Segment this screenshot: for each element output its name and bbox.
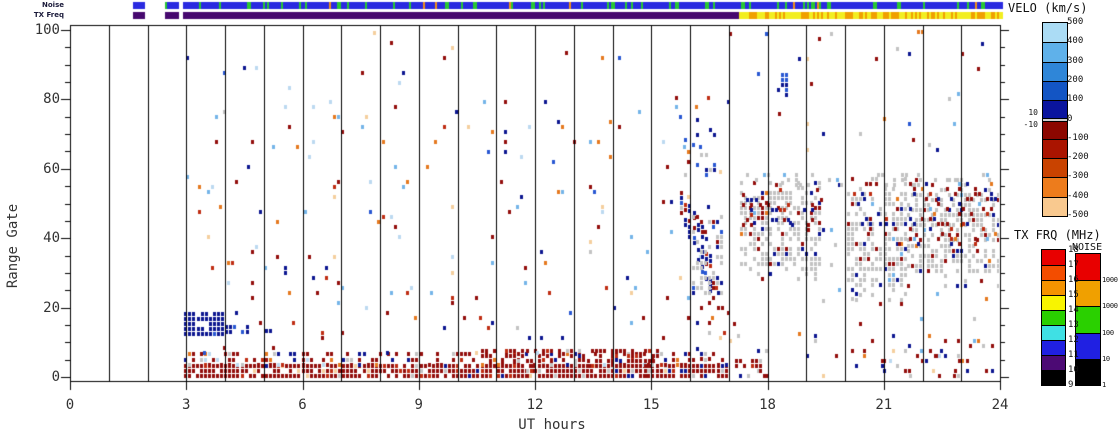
- x-tick-label: 24: [991, 397, 1009, 413]
- velo-colorbar-label: -400: [1067, 191, 1089, 201]
- noise-colorbar: [1075, 253, 1101, 386]
- colorbar-segment: [1042, 280, 1065, 295]
- colorbar-segment: [1042, 325, 1065, 340]
- colorbar-segment: [1042, 310, 1065, 325]
- noise-strip-label: Noise: [42, 1, 64, 9]
- txfrq-colorbar-label: 14: [1068, 305, 1079, 315]
- noise-colorbar-title: NOISE: [1072, 242, 1103, 253]
- colorbar-segment: [1043, 177, 1067, 197]
- colorbar-segment: [1076, 306, 1100, 333]
- velo-colorbar-label: 400: [1067, 36, 1084, 46]
- colorbar-segment: [1042, 340, 1065, 355]
- velo-colorbar-label: 100: [1067, 94, 1084, 104]
- colorbar-segment: [1042, 355, 1065, 370]
- noise-colorbar-label: 10: [1102, 355, 1110, 363]
- txfrq-colorbar-label: 11: [1068, 350, 1079, 360]
- txfrq-colorbar-label: 9: [1068, 380, 1074, 390]
- colorbar-segment: [1043, 121, 1067, 139]
- y-tick-label: 80: [43, 91, 60, 108]
- colorbar-segment: [1043, 42, 1067, 62]
- x-tick-label: 18: [759, 397, 776, 413]
- y-tick-label: 100: [34, 22, 60, 38]
- x-tick-label: 15: [642, 397, 660, 413]
- colorbar-segment: [1042, 250, 1065, 265]
- noise-colorbar-label: 1: [1102, 381, 1106, 389]
- txfrq-colorbar-title: TX FRQ (MHz): [1014, 228, 1101, 242]
- colorbar-segment: [1042, 265, 1065, 280]
- velo-colorbar-label: 200: [1067, 75, 1084, 85]
- txfrq-colorbar: [1041, 249, 1066, 386]
- x-tick-label: 0: [65, 397, 75, 413]
- colorbar-segment: [1076, 333, 1100, 359]
- txfrq-colorbar-label: 18: [1068, 245, 1079, 255]
- y-tick-label: 20: [43, 299, 60, 316]
- colorbar-segment: [1043, 100, 1067, 118]
- velo-colorbar-label: 300: [1067, 56, 1084, 66]
- x-tick-label: 9: [414, 397, 423, 413]
- velo-colorbar: [1042, 22, 1068, 217]
- y-tick-label: 40: [43, 230, 60, 247]
- colorbar-segment: [1042, 295, 1065, 310]
- x-tick-label: 21: [875, 397, 893, 413]
- velo-pos10-label: 10: [1028, 108, 1038, 117]
- tx-freq-strip-label: TX Freq: [33, 11, 64, 19]
- x-tick-label: 6: [298, 397, 307, 413]
- noise-colorbar-label: 100: [1102, 329, 1114, 337]
- colorbar-segment: [1043, 197, 1067, 216]
- colorbar-segment: [1043, 23, 1067, 42]
- txfrq-colorbar-label: 16: [1068, 275, 1079, 285]
- colorbar-segment: [1043, 81, 1067, 100]
- noise-colorbar-label: 10000: [1102, 276, 1118, 284]
- velo-colorbar-label: 0: [1067, 114, 1073, 124]
- noise-colorbar-label: 1000: [1102, 302, 1118, 310]
- velo-colorbar-title: VELO (km/s): [1008, 1, 1088, 15]
- x-tick-label: 12: [526, 397, 544, 413]
- velo-colorbar-label: 500: [1067, 17, 1084, 27]
- colorbar-segment: [1076, 254, 1100, 280]
- colorbar-segment: [1043, 118, 1067, 121]
- colorbar-segment: [1043, 62, 1067, 81]
- y-tick-label: 60: [43, 160, 60, 177]
- x-tick-label: 3: [182, 397, 191, 413]
- txfrq-colorbar-label: 15: [1068, 290, 1079, 300]
- x-axis-title: UT hours: [518, 417, 586, 433]
- txfrq-colorbar-label: 17: [1068, 260, 1079, 270]
- velo-colorbar-label: -100: [1067, 133, 1089, 143]
- colorbar-segment: [1076, 359, 1100, 385]
- txfrq-colorbar-label: 10: [1068, 365, 1079, 375]
- colorbar-segment: [1043, 139, 1067, 158]
- colorbar-segment: [1076, 280, 1100, 306]
- txfrq-colorbar-label: 13: [1068, 320, 1079, 330]
- velo-colorbar-label: -200: [1067, 152, 1089, 162]
- velo-colorbar-label: -300: [1067, 171, 1089, 181]
- velo-neg10-label: -10: [1023, 120, 1038, 129]
- colorbar-segment: [1043, 158, 1067, 177]
- y-tick-label: 0: [51, 369, 60, 385]
- colorbar-segment: [1042, 370, 1065, 385]
- velo-colorbar-label: -500: [1067, 210, 1089, 220]
- txfrq-colorbar-label: 12: [1068, 335, 1079, 345]
